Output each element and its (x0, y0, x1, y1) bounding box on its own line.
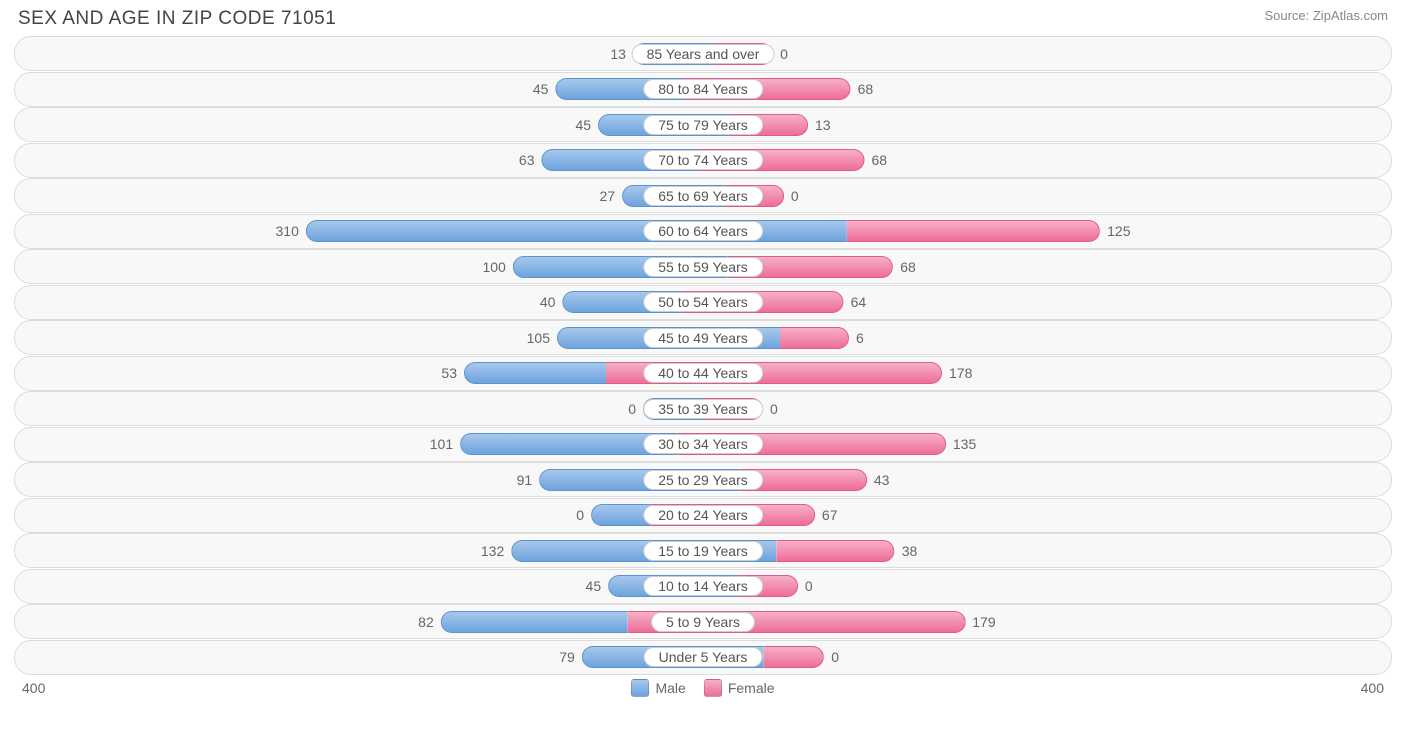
value-female: 0 (762, 401, 778, 417)
age-label: 45 to 49 Years (643, 328, 763, 348)
value-male: 27 (600, 188, 624, 204)
age-label: 5 to 9 Years (651, 612, 755, 632)
chart-row: 45 0 10 to 14 Years (14, 569, 1392, 604)
value-female: 13 (807, 117, 831, 133)
value-male: 101 (430, 436, 461, 452)
chart-row: 45 68 80 to 84 Years (14, 72, 1392, 107)
value-male: 63 (519, 152, 543, 168)
legend: Male Female (631, 679, 774, 697)
value-female: 0 (823, 649, 839, 665)
chart-source: Source: ZipAtlas.com (1264, 8, 1388, 23)
value-male: 0 (628, 401, 644, 417)
chart-row: 91 43 25 to 29 Years (14, 462, 1392, 497)
age-label: 60 to 64 Years (643, 221, 763, 241)
bar-female: 38 (776, 540, 895, 562)
age-label: 20 to 24 Years (643, 505, 763, 525)
chart-row: 31012560 to 64 Years (14, 214, 1392, 249)
value-male: 0 (576, 507, 592, 523)
age-label: 50 to 54 Years (643, 292, 763, 312)
value-female: 38 (894, 543, 918, 559)
value-female: 179 (964, 614, 995, 630)
value-male: 105 (527, 330, 558, 346)
value-female: 0 (772, 46, 788, 62)
value-male: 82 (418, 614, 442, 630)
chart-row: 132 38 15 to 19 Years (14, 533, 1392, 568)
legend-item-male: Male (631, 679, 685, 697)
chart-area: 13085 Years and over456880 to 84 Years45… (0, 36, 1406, 675)
value-male: 310 (276, 223, 307, 239)
value-female: 6 (848, 330, 864, 346)
value-female: 0 (797, 578, 813, 594)
value-male: 79 (559, 649, 583, 665)
chart-row: 53 178 40 to 44 Years (14, 356, 1392, 391)
value-female: 0 (783, 188, 799, 204)
age-label: 70 to 74 Years (643, 150, 763, 170)
value-male: 45 (586, 578, 610, 594)
bar-female: 0 (764, 646, 824, 668)
age-label: Under 5 Years (644, 647, 763, 667)
chart-row: 27 0 65 to 69 Years (14, 178, 1392, 213)
bar-male: 82 (441, 611, 628, 633)
legend-item-female: Female (704, 679, 775, 697)
chart-row: 40 64 50 to 54 Years (14, 285, 1392, 320)
value-male: 40 (540, 294, 564, 310)
legend-swatch-male (631, 679, 649, 697)
value-female: 43 (866, 472, 890, 488)
chart-title: SEX AND AGE IN ZIP CODE 71051 (18, 8, 336, 30)
chart-row: 790Under 5 Years (14, 640, 1392, 675)
age-label: 15 to 19 Years (643, 541, 763, 561)
chart-row: 82 179 5 to 9 Years (14, 604, 1392, 639)
chart-row: 63 68 70 to 74 Years (14, 143, 1392, 178)
bar-male: 310 (306, 220, 847, 242)
legend-label-male: Male (655, 680, 685, 696)
age-label: 35 to 39 Years (643, 399, 763, 419)
value-male: 53 (441, 365, 465, 381)
bar-female: 125 (846, 220, 1100, 242)
value-female: 68 (892, 259, 916, 275)
value-female: 64 (843, 294, 867, 310)
bar-male: 0 (591, 504, 651, 526)
value-female: 67 (814, 507, 838, 523)
value-male: 45 (575, 117, 599, 133)
age-label: 75 to 79 Years (643, 115, 763, 135)
value-female: 178 (941, 365, 972, 381)
age-label: 25 to 29 Years (643, 470, 763, 490)
value-male: 45 (533, 81, 557, 97)
chart-row: 45 13 75 to 79 Years (14, 107, 1392, 142)
value-male: 132 (481, 543, 512, 559)
value-male: 100 (482, 259, 513, 275)
age-label: 55 to 59 Years (643, 257, 763, 277)
value-female: 135 (945, 436, 976, 452)
chart-row: 0 035 to 39 Years (14, 391, 1392, 426)
axis-right-label: 400 (1361, 680, 1384, 696)
legend-label-female: Female (728, 680, 775, 696)
bar-male: 53 (464, 362, 606, 384)
chart-header: SEX AND AGE IN ZIP CODE 71051 Source: Zi… (0, 0, 1406, 36)
chart-footer: 400 Male Female 400 (0, 675, 1406, 697)
legend-swatch-female (704, 679, 722, 697)
age-label: 30 to 34 Years (643, 434, 763, 454)
chart-row: 101 135 30 to 34 Years (14, 427, 1392, 462)
age-label: 40 to 44 Years (643, 363, 763, 383)
chart-row: 105 6 45 to 49 Years (14, 320, 1392, 355)
age-label: 80 to 84 Years (643, 79, 763, 99)
age-label: 10 to 14 Years (643, 576, 763, 596)
value-female: 125 (1099, 223, 1130, 239)
value-female: 68 (864, 152, 888, 168)
chart-row: 13 085 Years and over (14, 36, 1392, 71)
value-male: 13 (610, 46, 634, 62)
chart-row: 100 68 55 to 59 Years (14, 249, 1392, 284)
value-male: 91 (517, 472, 541, 488)
bar-female: 6 (780, 327, 849, 349)
age-label: 85 Years and over (632, 44, 775, 64)
axis-left-label: 400 (22, 680, 45, 696)
chart-row: 0 67 20 to 24 Years (14, 498, 1392, 533)
value-female: 68 (850, 81, 874, 97)
age-label: 65 to 69 Years (643, 186, 763, 206)
